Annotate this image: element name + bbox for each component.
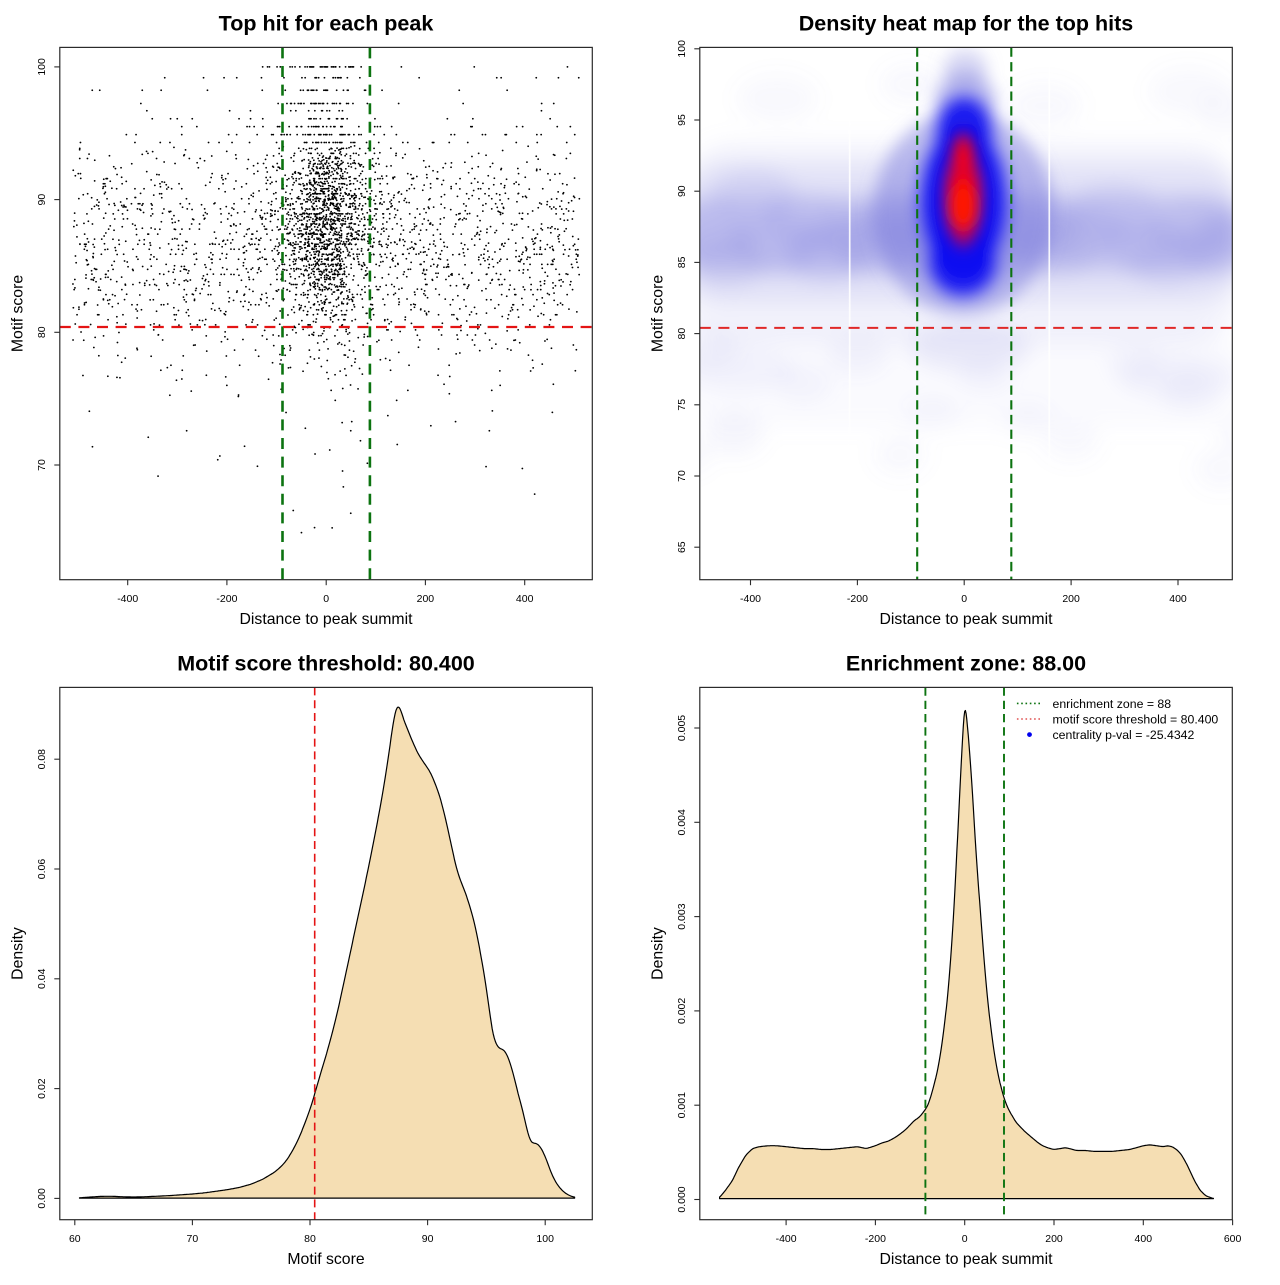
svg-text:100: 100 [36, 58, 48, 76]
svg-text:600: 600 [1224, 1233, 1242, 1245]
svg-text:-400: -400 [776, 1233, 797, 1245]
svg-text:400: 400 [1135, 1233, 1153, 1245]
svg-text:0.001: 0.001 [676, 1092, 688, 1118]
svg-text:80: 80 [36, 326, 48, 338]
svg-text:centrality p-val = -25.4342: centrality p-val = -25.4342 [1053, 728, 1195, 742]
svg-text:400: 400 [516, 593, 534, 605]
svg-text:90: 90 [36, 194, 48, 206]
svg-text:70: 70 [187, 1233, 199, 1245]
svg-text:Motif score: Motif score [287, 1251, 364, 1268]
svg-text:Density: Density [10, 927, 27, 980]
svg-text:Motif score: Motif score [10, 275, 27, 352]
svg-text:70: 70 [676, 470, 688, 482]
svg-text:0.000: 0.000 [676, 1186, 688, 1212]
svg-text:Enrichment zone: 88.00: Enrichment zone: 88.00 [846, 652, 1086, 676]
svg-text:-200: -200 [216, 593, 237, 605]
svg-text:Distance to peak summit: Distance to peak summit [240, 611, 414, 628]
svg-text:-400: -400 [740, 593, 761, 605]
svg-text:motif score threshold = 80.400: motif score threshold = 80.400 [1053, 713, 1219, 727]
svg-text:90: 90 [676, 185, 688, 197]
svg-text:0.00: 0.00 [36, 1188, 48, 1209]
svg-text:0: 0 [961, 593, 967, 605]
svg-text:200: 200 [1045, 1233, 1063, 1245]
svg-text:90: 90 [422, 1233, 434, 1245]
svg-text:Distance to peak summit: Distance to peak summit [880, 1251, 1054, 1268]
svg-text:Density heat map for the top h: Density heat map for the top hits [799, 12, 1134, 36]
svg-text:Motif score threshold: 80.400: Motif score threshold: 80.400 [177, 652, 475, 676]
svg-text:0.002: 0.002 [676, 998, 688, 1024]
svg-text:65: 65 [676, 541, 688, 553]
svg-text:0.004: 0.004 [676, 809, 688, 835]
svg-text:100: 100 [536, 1233, 554, 1245]
svg-text:80: 80 [676, 328, 688, 340]
svg-text:Distance to peak summit: Distance to peak summit [880, 611, 1054, 628]
svg-text:0.003: 0.003 [676, 903, 688, 929]
svg-text:Motif score: Motif score [650, 275, 667, 352]
svg-text:-200: -200 [847, 593, 868, 605]
svg-text:70: 70 [36, 459, 48, 471]
svg-text:0.06: 0.06 [36, 859, 48, 880]
svg-text:0: 0 [323, 593, 329, 605]
svg-text:75: 75 [676, 399, 688, 411]
svg-text:400: 400 [1169, 593, 1187, 605]
svg-text:-400: -400 [117, 593, 138, 605]
svg-text:80: 80 [304, 1233, 316, 1245]
svg-text:0.005: 0.005 [676, 715, 688, 741]
svg-text:200: 200 [1062, 593, 1080, 605]
svg-text:0.02: 0.02 [36, 1078, 48, 1099]
svg-text:200: 200 [417, 593, 435, 605]
svg-text:0: 0 [962, 1233, 968, 1245]
svg-text:-200: -200 [865, 1233, 886, 1245]
svg-text:Top hit for each peak: Top hit for each peak [219, 12, 434, 36]
svg-text:60: 60 [69, 1233, 81, 1245]
svg-text:0.04: 0.04 [36, 968, 48, 989]
svg-text:100: 100 [676, 40, 688, 58]
svg-text:95: 95 [676, 114, 688, 126]
svg-text:enrichment zone = 88: enrichment zone = 88 [1053, 697, 1172, 711]
svg-text:85: 85 [676, 256, 688, 268]
svg-text:0.08: 0.08 [36, 749, 48, 770]
svg-text:Density: Density [650, 927, 667, 980]
